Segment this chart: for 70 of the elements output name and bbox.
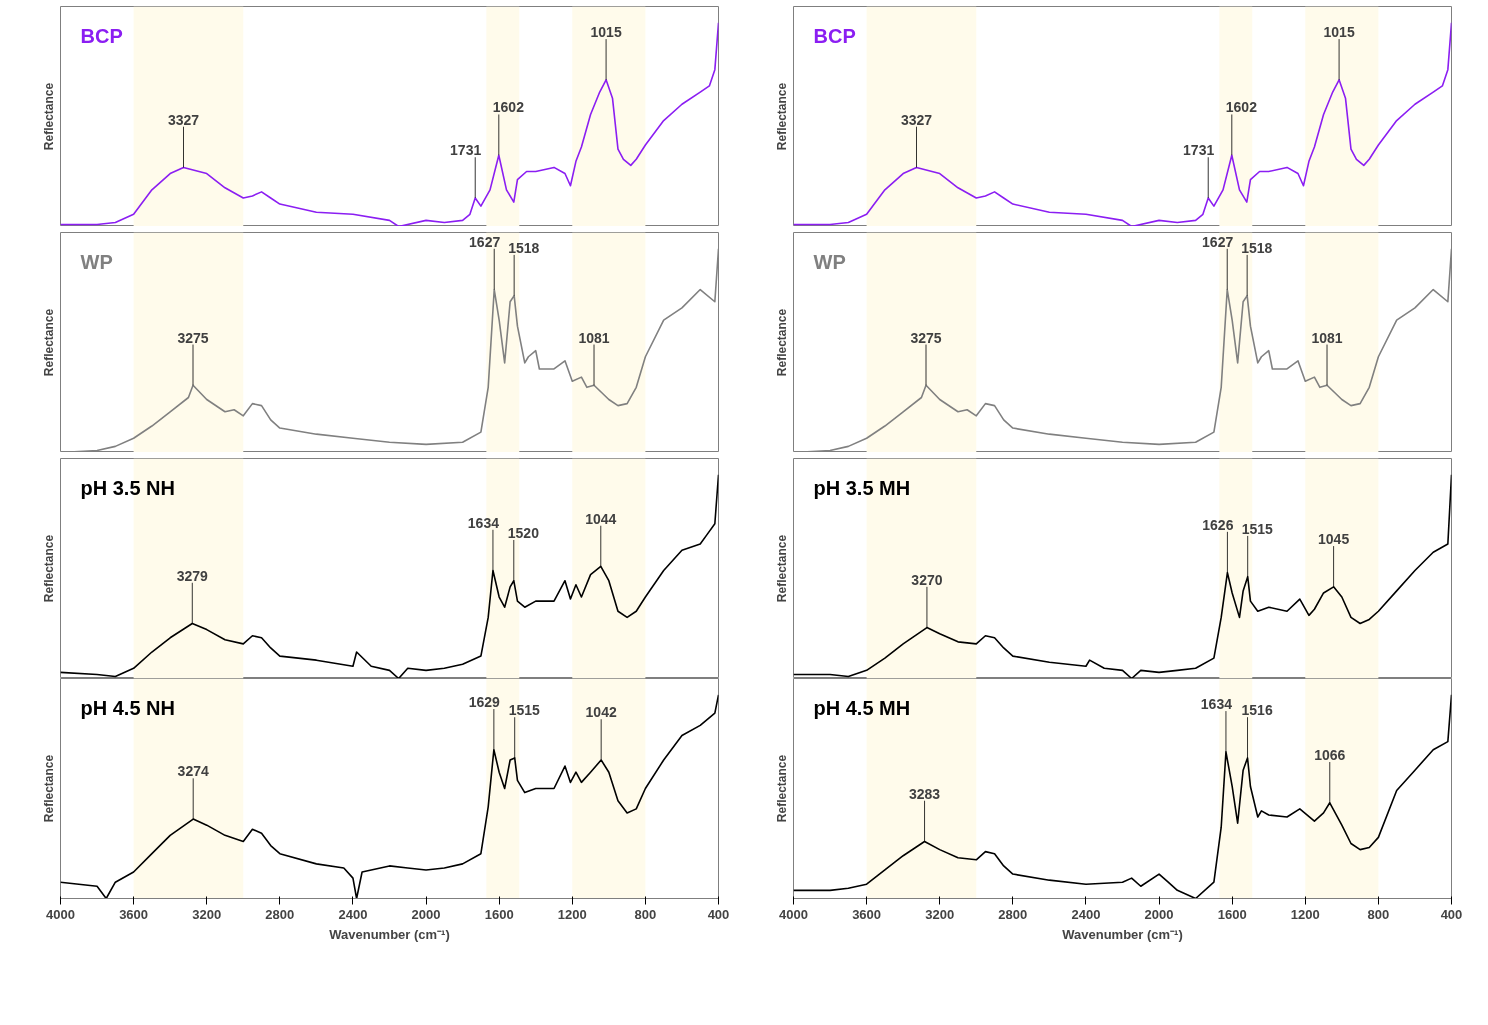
chart-title: pH 3.5 NH xyxy=(80,476,175,499)
y-axis-title: Reflectance xyxy=(774,534,789,603)
annotation: 3279 xyxy=(176,567,209,584)
annotation: 1081 xyxy=(1311,329,1343,346)
annotation: 1515 xyxy=(1241,520,1274,537)
x-tick-label: 1200 xyxy=(1290,906,1320,922)
annotation: 3327 xyxy=(167,111,200,128)
annotation: 1627 xyxy=(469,233,501,250)
chart-title: pH 3.5 MH xyxy=(813,476,911,499)
y-axis-title: Reflectance xyxy=(774,308,789,377)
x-tick-label: 2000 xyxy=(1144,906,1174,922)
annotation: 3275 xyxy=(177,329,209,346)
x-tick-label: 400 xyxy=(707,906,730,922)
annotation: 1516 xyxy=(1241,702,1273,719)
annotation: 1602 xyxy=(492,99,525,116)
y-axis-title: Reflectance xyxy=(774,82,789,151)
x-tick-label: 2800 xyxy=(265,906,295,922)
annotation: 1731 xyxy=(450,142,482,159)
annotation: 1626 xyxy=(1202,516,1234,533)
annotation: 1015 xyxy=(590,24,622,41)
x-tick-label: 4000 xyxy=(779,906,808,922)
chart-title: pH 4.5 NH xyxy=(80,696,175,719)
annotation: 1066 xyxy=(1314,747,1346,764)
x-axis-title: Wavenumber (cm⁻¹) xyxy=(329,926,450,942)
x-tick-label: 4000 xyxy=(46,906,75,922)
x-tick-label: 2000 xyxy=(411,906,441,922)
annotation: 1515 xyxy=(508,702,541,719)
x-tick-label: 1600 xyxy=(484,906,514,922)
y-axis-title: Reflectance xyxy=(41,754,56,823)
annotation: 3283 xyxy=(908,785,941,802)
x-tick-label: 800 xyxy=(634,906,657,922)
x-tick-label: 2800 xyxy=(998,906,1028,922)
y-axis-title: Reflectance xyxy=(41,82,56,151)
annotation: 3275 xyxy=(910,329,942,346)
x-axis-title: Wavenumber (cm⁻¹) xyxy=(1062,926,1183,942)
x-tick-label: 3600 xyxy=(852,906,882,922)
x-tick-label: 3600 xyxy=(119,906,149,922)
annotation: 1731 xyxy=(1183,142,1215,159)
x-tick-label: 1600 xyxy=(1217,906,1247,922)
x-tick-label: 2400 xyxy=(1071,906,1101,922)
chart-title: pH 4.5 MH xyxy=(813,696,911,719)
annotation: 1042 xyxy=(585,704,617,721)
x-tick-label: 2400 xyxy=(338,906,368,922)
annotation: 3327 xyxy=(900,111,933,128)
annotation: 1044 xyxy=(585,510,617,527)
chart-title: BCP xyxy=(813,24,856,47)
y-axis-title: Reflectance xyxy=(41,308,56,377)
annotation: 1629 xyxy=(468,694,501,711)
annotation: 1518 xyxy=(508,239,540,256)
chart-title: WP xyxy=(80,250,113,273)
y-axis-title: Reflectance xyxy=(41,534,56,603)
annotation: 1015 xyxy=(1323,24,1355,41)
x-tick-label: 3200 xyxy=(192,906,222,922)
x-tick-label: 800 xyxy=(1367,906,1390,922)
annotation: 1627 xyxy=(1202,233,1234,250)
annotation: 3274 xyxy=(177,763,209,780)
annotation: 1520 xyxy=(507,524,540,541)
chart-title: WP xyxy=(813,250,846,273)
x-tick-label: 3200 xyxy=(925,906,955,922)
y-axis-title: Reflectance xyxy=(774,754,789,823)
annotation: 3270 xyxy=(911,571,943,588)
chart-title: BCP xyxy=(80,24,123,47)
annotation: 1518 xyxy=(1241,239,1273,256)
x-tick-label: 400 xyxy=(1440,906,1463,922)
annotation: 1602 xyxy=(1225,99,1258,116)
annotation: 1634 xyxy=(467,514,500,531)
x-tick-label: 1200 xyxy=(557,906,587,922)
annotation: 1081 xyxy=(578,329,610,346)
annotation: 1634 xyxy=(1200,696,1233,713)
annotation: 1045 xyxy=(1318,531,1350,548)
